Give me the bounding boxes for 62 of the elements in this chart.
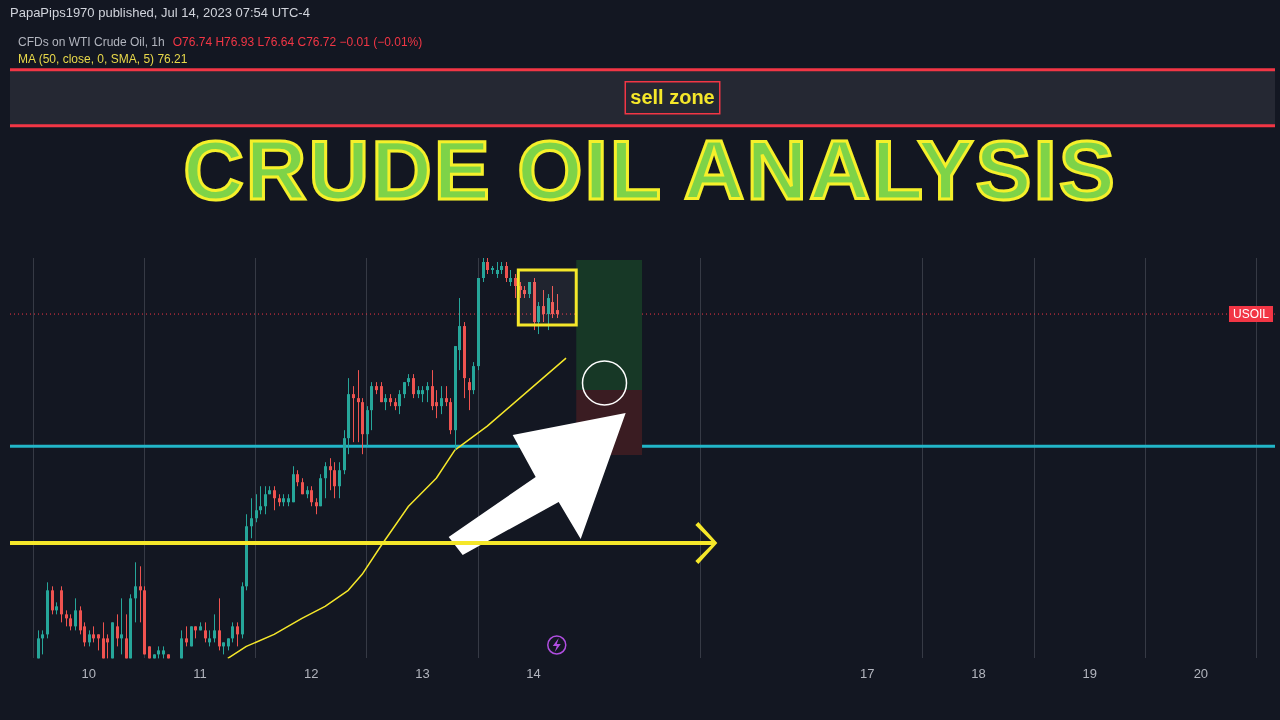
candlestick [185, 625, 188, 647]
x-tick-label: 19 [1082, 665, 1097, 681]
x-tick-label: 11 [193, 665, 207, 681]
candlestick [120, 597, 123, 655]
candlestick [204, 621, 207, 643]
candlestick [180, 629, 183, 659]
candlestick [352, 385, 355, 443]
candlestick [264, 485, 267, 515]
x-tick-label: 17 [860, 665, 875, 681]
candlestick [125, 613, 128, 659]
candlestick [426, 381, 429, 403]
candlestick [514, 273, 517, 299]
x-tick-label: 10 [81, 665, 97, 681]
candlestick [482, 257, 485, 283]
candlestick [542, 289, 545, 323]
candlestick [537, 301, 540, 335]
band-label: sell zone [630, 86, 715, 109]
x-tick-label: 20 [1193, 665, 1209, 681]
candlestick [412, 373, 415, 399]
candlestick [445, 385, 448, 407]
text: PapaPips1970 published, Jul 14, 2023 07:54 UTC-4 [10, 5, 310, 20]
text: O76.74 H76.93 L76.64 C76.72 −0.01 (−0.01%) [172, 35, 423, 49]
candlestick [435, 389, 438, 419]
candlestick [273, 485, 276, 511]
candlestick [259, 485, 262, 515]
candlestick [431, 369, 434, 411]
candlestick [102, 621, 105, 659]
candlestick [116, 613, 119, 647]
candlestick [41, 629, 44, 655]
candlestick [218, 597, 221, 651]
text: CFDs on WTI Crude Oil, 1h [18, 35, 165, 49]
ref-line-label: USOIL [1232, 307, 1270, 322]
candlestick [74, 597, 77, 631]
x-tick-label: 12 [303, 665, 319, 681]
candlestick [440, 385, 443, 415]
candlestick [51, 585, 54, 615]
candlestick [250, 497, 253, 539]
candlestick [213, 613, 216, 643]
candlestick [106, 633, 109, 659]
candlestick [37, 629, 40, 659]
candlestick [333, 461, 336, 499]
candlestick [338, 461, 341, 499]
candlestick [468, 377, 471, 411]
chart-title: CRUDE OIL ANALYSIS [182, 122, 1118, 219]
text: MA (50, close, 0, SMA, 5) 76.21 [18, 52, 188, 66]
candlestick [255, 493, 258, 523]
candlestick [310, 485, 313, 507]
candlestick [556, 293, 559, 319]
candlestick [551, 285, 554, 319]
candlestick [547, 293, 550, 331]
candlestick [357, 369, 360, 443]
candlestick [329, 457, 332, 491]
x-tick-label: 13 [415, 665, 430, 681]
x-tick-label: 14 [526, 665, 541, 681]
candlestick [134, 561, 137, 623]
candlestick [505, 261, 508, 283]
candlestick [324, 461, 327, 499]
candlestick [398, 389, 401, 415]
candlestick [231, 621, 234, 643]
x-tick-label: 18 [971, 665, 986, 681]
candlestick [236, 621, 239, 647]
candlestick [139, 565, 142, 623]
